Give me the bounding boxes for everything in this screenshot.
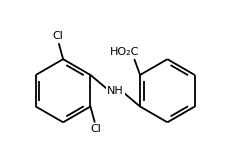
Text: NH: NH (107, 86, 124, 96)
Text: HO₂C: HO₂C (110, 47, 140, 57)
Text: Cl: Cl (52, 31, 63, 41)
Text: Cl: Cl (90, 124, 101, 134)
